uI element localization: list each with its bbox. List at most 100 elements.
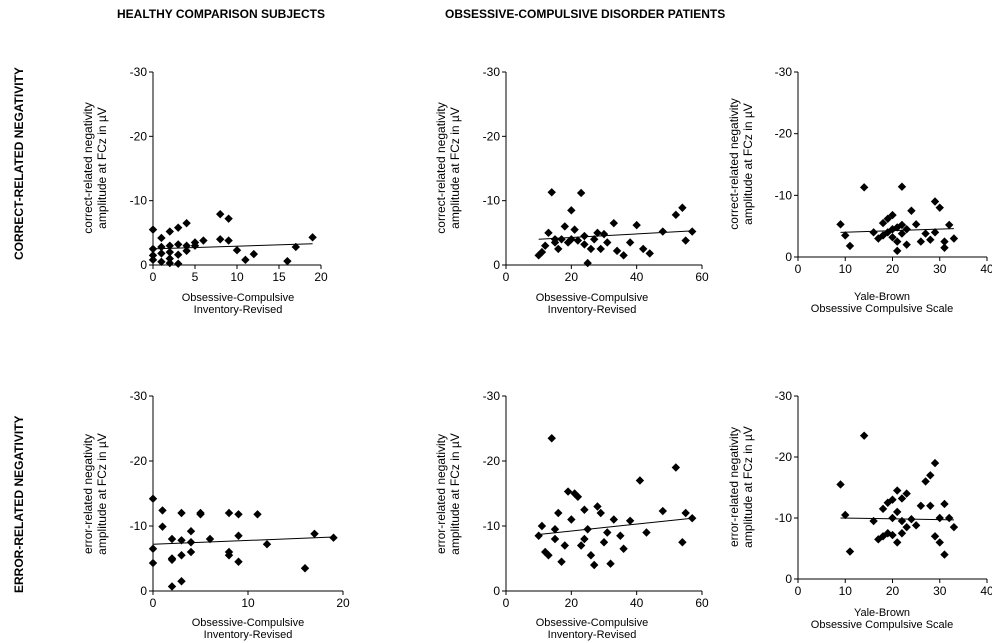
data-point	[224, 547, 234, 557]
data-point	[165, 258, 174, 268]
data-point	[893, 223, 902, 232]
data-point	[590, 235, 599, 244]
data-point	[560, 541, 569, 550]
data-point	[625, 516, 635, 525]
data-point	[874, 234, 883, 243]
data-point	[949, 234, 959, 243]
data-point	[583, 258, 592, 268]
data-point	[935, 513, 944, 523]
data-point	[593, 502, 602, 511]
data-point	[921, 229, 930, 238]
x-axis-label-line: Inventory-Revised	[548, 304, 637, 316]
data-point	[205, 534, 215, 544]
column-header-healthy: HEALTHY COMPARISON SUBJECTS	[117, 7, 326, 21]
data-point	[935, 538, 944, 547]
data-point	[186, 538, 196, 547]
x-tick-label: 0	[150, 596, 157, 610]
data-point	[902, 522, 911, 532]
data-point	[253, 510, 262, 519]
data-point	[888, 495, 897, 504]
data-point	[580, 240, 589, 249]
data-point	[554, 508, 563, 518]
x-tick-label: 20	[336, 596, 350, 610]
data-point	[283, 256, 292, 266]
y-tick-label: -30	[775, 65, 793, 79]
data-point	[148, 255, 158, 265]
data-point	[148, 558, 158, 568]
data-point	[907, 515, 916, 524]
x-tick-label: 40	[630, 270, 644, 284]
data-point	[869, 228, 878, 237]
data-point	[940, 243, 949, 252]
data-point	[234, 510, 243, 519]
x-tick-label: 0	[150, 270, 157, 284]
data-point	[926, 501, 935, 510]
x-tick-label: 40	[980, 262, 992, 276]
data-point	[573, 236, 583, 245]
data-point	[537, 521, 547, 531]
data-point	[916, 501, 926, 510]
data-point	[590, 560, 599, 570]
x-axis-label: Yale-Brown Obsessive Compulsive Scale	[811, 291, 953, 315]
data-point	[165, 241, 174, 250]
data-point	[241, 255, 250, 265]
data-point	[570, 225, 579, 234]
data-point	[930, 197, 940, 206]
data-point	[157, 257, 166, 266]
data-point	[902, 225, 911, 234]
data-point	[935, 203, 944, 212]
x-axis-label: Obsessive-Compulsive Inventory-Revised	[192, 617, 304, 641]
data-point	[878, 231, 888, 240]
data-point	[911, 220, 921, 229]
data-point	[658, 227, 667, 236]
x-tick-label: 10	[230, 270, 244, 284]
data-point	[165, 227, 174, 236]
data-point	[586, 244, 596, 254]
y-axis-label-line: error-related negativity	[434, 434, 448, 554]
data-point	[165, 254, 174, 263]
data-point	[567, 515, 576, 524]
data-point	[907, 206, 916, 215]
x-tick-label: 30	[933, 262, 947, 276]
data-point	[567, 235, 576, 244]
y-tick-label: -10	[775, 188, 793, 202]
data-point	[550, 525, 560, 534]
data-point	[874, 535, 883, 544]
data-point	[534, 531, 543, 540]
data-point	[836, 220, 845, 229]
scatter-panel: 0 20 40 60 0 -10 -20 -30 error-related negativit…	[434, 389, 709, 641]
y-tick-label: -20	[775, 127, 793, 141]
data-point	[940, 550, 949, 559]
x-axis-label-line: Obsessive-Compulsive	[536, 617, 648, 629]
data-point	[603, 238, 612, 247]
data-point	[609, 515, 618, 524]
data-point	[557, 557, 566, 566]
data-point	[688, 227, 697, 236]
data-point	[619, 544, 628, 553]
y-tick-label: -10	[483, 519, 501, 533]
data-point	[897, 516, 907, 526]
data-point	[625, 238, 635, 247]
data-point	[165, 247, 174, 257]
data-point	[148, 225, 158, 234]
data-point	[902, 489, 911, 498]
data-point	[878, 532, 888, 541]
data-point	[157, 249, 166, 258]
x-tick-label: 40	[630, 596, 644, 610]
data-point	[174, 223, 183, 232]
data-point	[893, 237, 902, 246]
data-point	[911, 521, 921, 530]
data-point	[190, 241, 200, 250]
y-tick-label: -20	[130, 129, 148, 143]
y-axis-label: error-related negativityamplitude at FCz…	[434, 433, 462, 555]
data-point	[544, 228, 553, 238]
x-tick-label: 20	[565, 270, 579, 284]
data-point	[688, 514, 697, 523]
data-point	[940, 499, 949, 509]
column-header-ocd: OBSESSIVE-COMPULSIVE DISORDER PATIENTS	[445, 7, 726, 21]
x-axis-label: Obsessive-Compulsive Inventory-Revised	[536, 292, 648, 316]
x-tick-label: 10	[839, 584, 853, 598]
data-point	[177, 508, 186, 518]
y-tick-label: -30	[483, 389, 501, 403]
x-tick-label: 20	[314, 270, 328, 284]
